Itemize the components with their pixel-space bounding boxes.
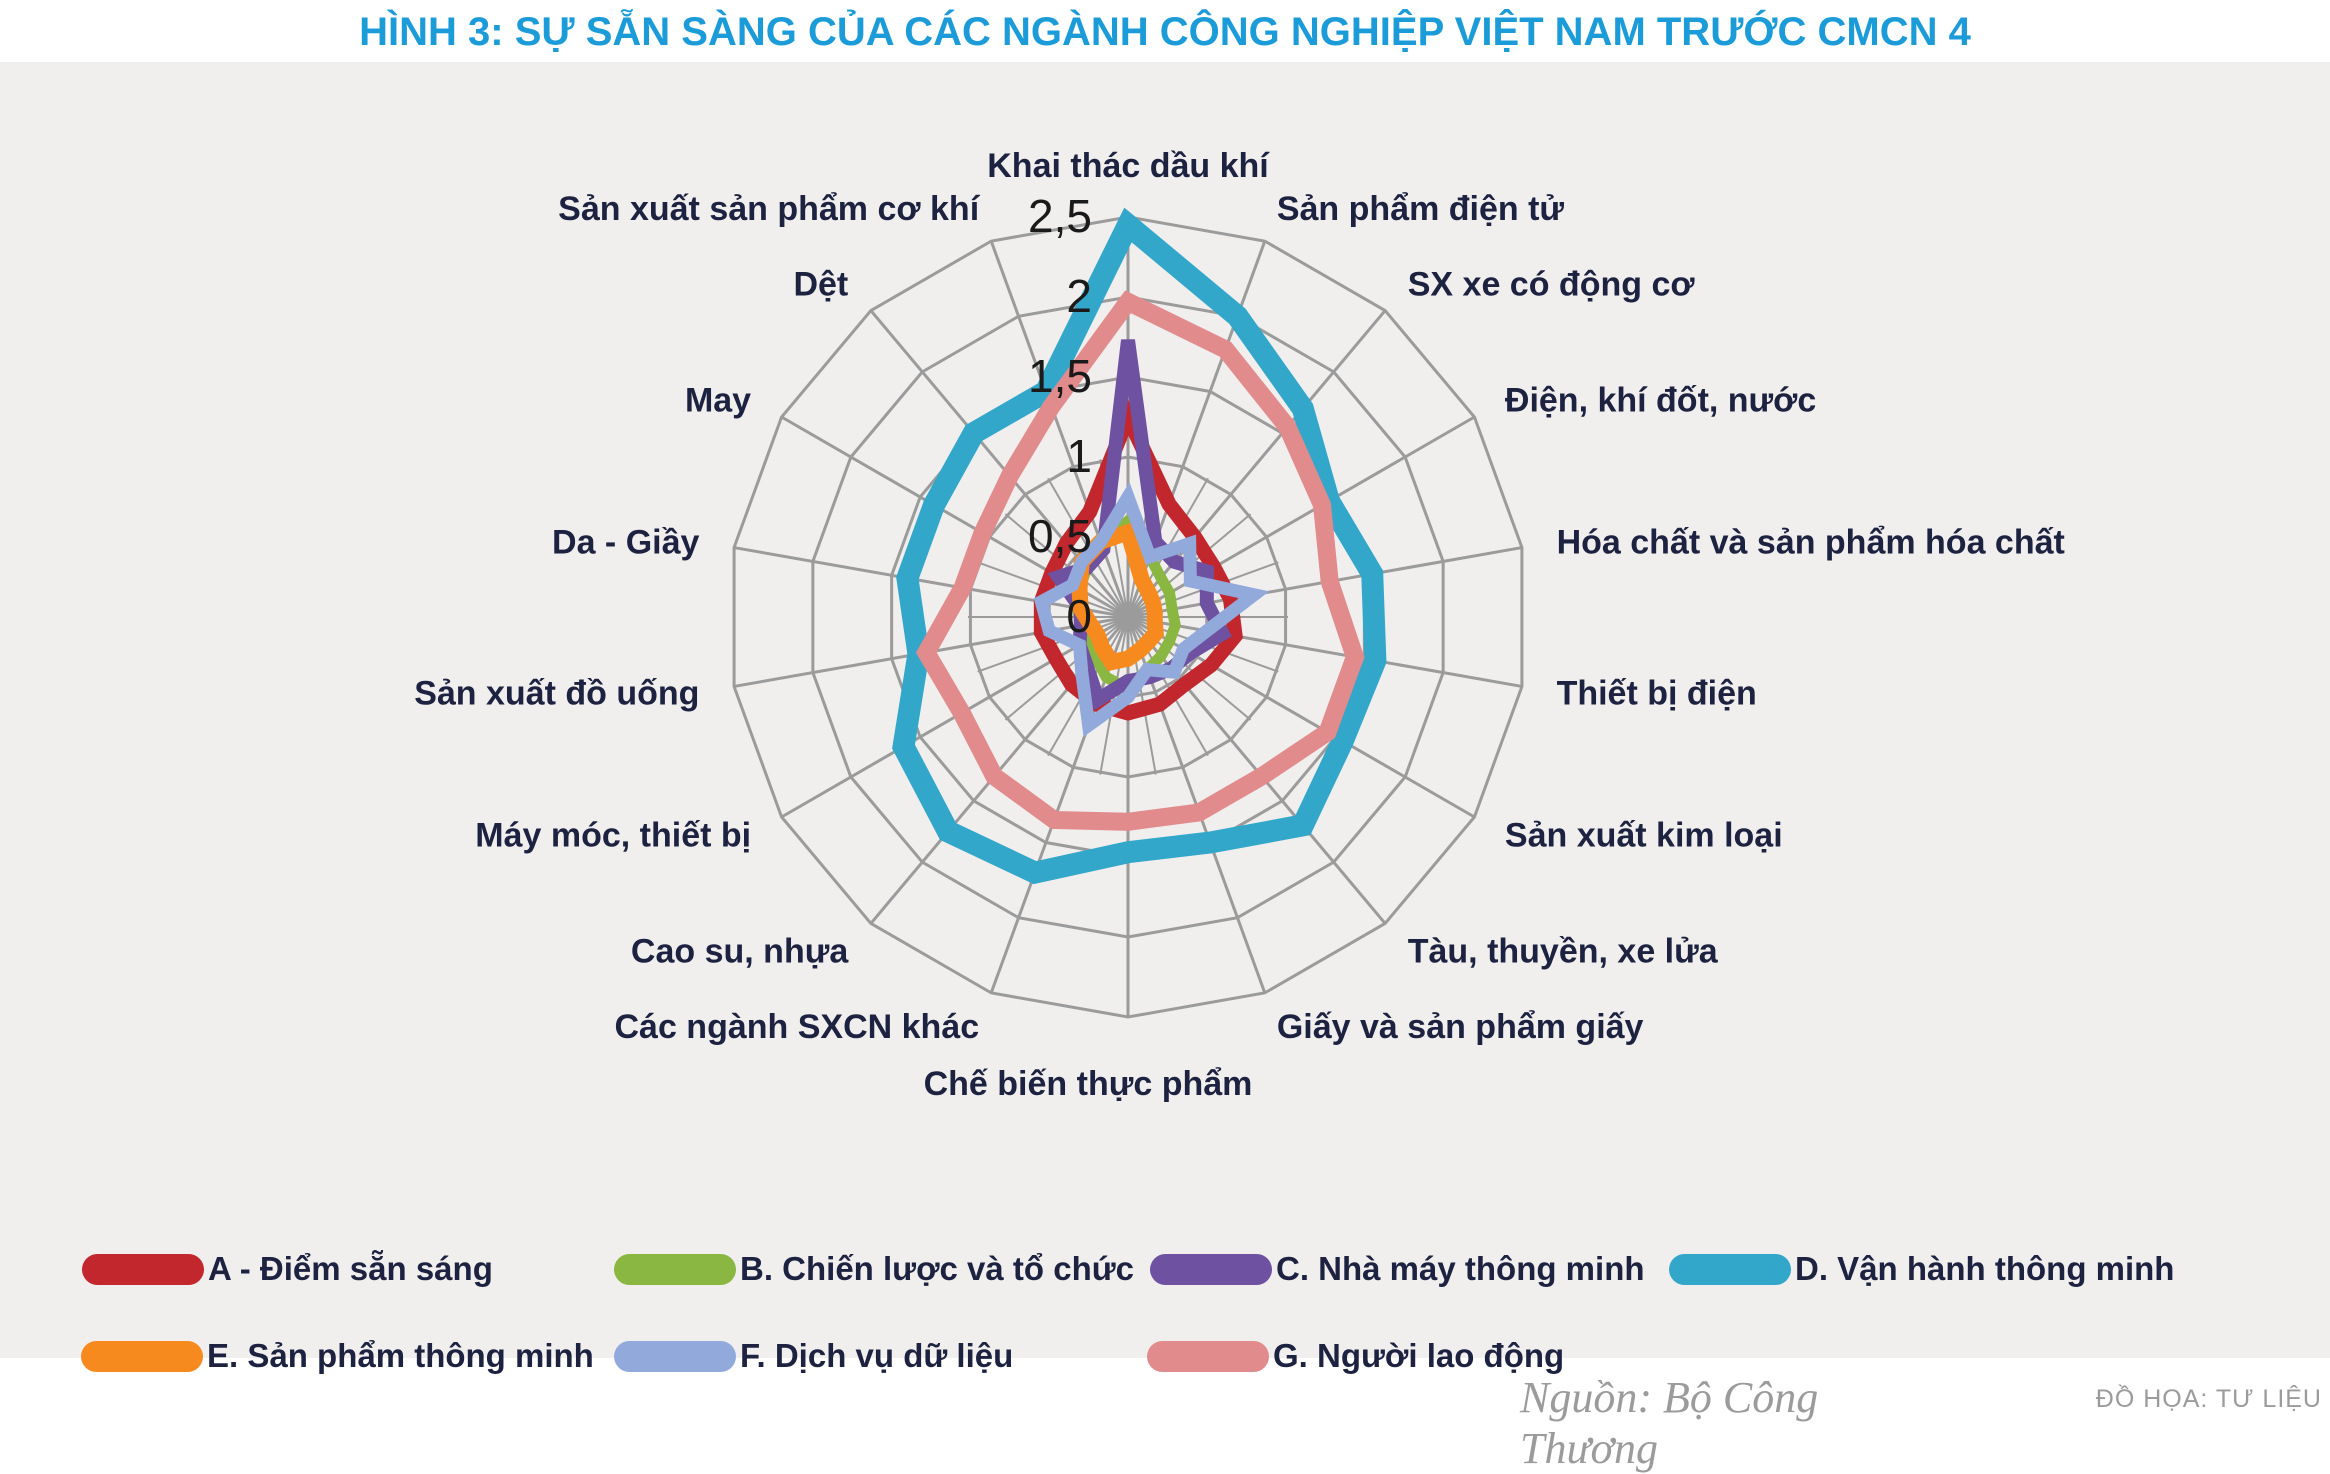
legend-label-E: E. Sản phẩm thông minh <box>207 1337 594 1374</box>
category-label: Sản phẩm điện tử <box>1277 190 1565 228</box>
legend-swatch-F <box>614 1340 736 1372</box>
grid-spoke <box>1127 615 1523 688</box>
category-label: Tàu, thuyền, xe lửa <box>1408 932 1719 970</box>
grid-minor-spoke <box>1127 616 1157 775</box>
legend-label-F: F. Dịch vụ dữ liệu <box>740 1337 1014 1374</box>
page-title: HÌNH 3: SỰ SẴN SÀNG CỦA CÁC NGÀNH CÔNG N… <box>359 10 1971 54</box>
category-label: Dệt <box>793 266 848 304</box>
axis-tick-label: 1,5 <box>1028 350 1092 402</box>
legend-item-A: A - Điểm sẵn sáng <box>82 1247 493 1291</box>
category-label: Da - Giầy <box>552 523 699 561</box>
category-label: Các ngành SXCN khác <box>614 1008 979 1046</box>
legend-item-C: C. Nhà máy thông minh <box>1150 1247 1645 1291</box>
series-F <box>1033 482 1270 737</box>
legend-label-D: D. Vận hành thông minh <box>1795 1250 2175 1287</box>
category-label: Khai thác dầu khí <box>987 147 1270 185</box>
legend-item-D: D. Vận hành thông minh <box>1669 1247 2174 1291</box>
axis-tick-label: 2 <box>1066 270 1092 322</box>
grid-spoke <box>733 546 1129 619</box>
graphics-credit: ĐỒ HỌA: TƯ LIỆU <box>2095 1385 2322 1413</box>
legend-label-C: C. Nhà máy thông minh <box>1276 1250 1645 1287</box>
legend-label-A: A - Điểm sẵn sáng <box>208 1250 493 1287</box>
chart-panel: 0 0,5 1 1,5 2 2,5 Khai thác dầu khí Sản phẩm đi… <box>0 62 2330 1374</box>
series-C <box>1047 339 1232 711</box>
source-note: Nguồn: Bộ Công Thương <box>1520 1373 1819 1473</box>
category-label: Máy móc, thiết bị <box>475 817 751 855</box>
legend-item-G: G. Người lao động <box>1147 1334 1564 1378</box>
grid-minor-spoke <box>1004 513 1129 618</box>
legend-label-B: B. Chiến lược và tổ chức <box>740 1250 1135 1287</box>
category-label: Cao su, nhựa <box>631 932 849 970</box>
series-E <box>1071 521 1164 672</box>
category-label: Sản xuất sản phẩm cơ khí <box>558 190 981 228</box>
legend-label-G: G. Người lao động <box>1273 1337 1565 1374</box>
legend-item-F: F. Dịch vụ dữ liệu <box>614 1334 1013 1378</box>
category-label: Thiết bị điện <box>1557 675 1757 713</box>
category-label: Điện, khí đốt, nước <box>1505 381 1816 419</box>
axis-tick-label: 0,5 <box>1028 510 1092 562</box>
legend-swatch-G <box>1147 1340 1269 1372</box>
category-label: Hóa chất và sản phẩm hóa chất <box>1557 523 2065 561</box>
axis-tick-label: 2,5 <box>1028 190 1092 242</box>
axis-tick-label: 1 <box>1066 430 1092 482</box>
legend-item-E: E. Sản phẩm thông minh <box>81 1334 594 1378</box>
legend-swatch-E <box>81 1340 203 1372</box>
axis-tick-label: 0 <box>1066 590 1092 642</box>
legend-swatch-B <box>614 1253 736 1285</box>
category-label: Chế biến thực phẩm <box>924 1065 1253 1103</box>
legend-swatch-D <box>1669 1253 1791 1285</box>
category-label: SX xe có động cơ <box>1408 266 1696 304</box>
category-label: Giấy và sản phẩm giấy <box>1277 1008 1644 1046</box>
category-label: Sản xuất đồ uống <box>414 675 699 713</box>
category-label: Sản xuất kim loại <box>1505 817 1783 855</box>
legend-item-B: B. Chiến lược và tổ chức <box>614 1247 1134 1291</box>
legend-swatch-C <box>1150 1253 1272 1285</box>
series-G <box>915 290 1365 831</box>
category-label: May <box>685 381 751 419</box>
legend-swatch-A <box>82 1253 204 1285</box>
